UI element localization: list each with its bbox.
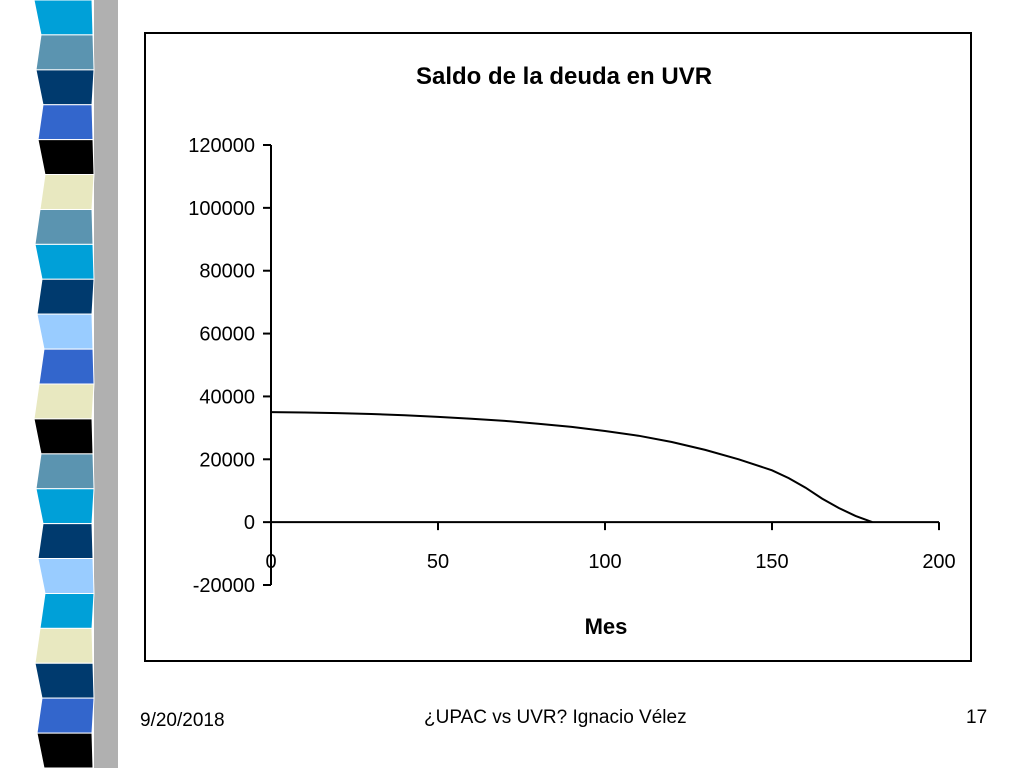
stripe-segment — [38, 348, 95, 385]
x-tick-label: 100 — [588, 551, 621, 573]
stripe-segment — [33, 0, 94, 36]
x-tick-label: 150 — [755, 551, 788, 573]
stripe-segment — [39, 592, 95, 629]
y-tick-label: 20000 — [199, 449, 255, 471]
x-axis-label: Mes — [585, 614, 628, 639]
stripe-segment — [35, 453, 95, 490]
stripe-segment — [33, 383, 95, 420]
stripe-segment — [37, 139, 95, 176]
stripe-segment — [34, 208, 94, 245]
stripe-segment — [35, 34, 95, 71]
stripe-segment — [34, 627, 94, 664]
y-tick-label: 0 — [244, 512, 255, 534]
series-line — [270, 411, 873, 524]
decorative-stripe-band — [33, 0, 118, 768]
stripe-segment — [34, 662, 95, 699]
footer-title: ¿UPAC vs UVR? Ignacio Vélez — [424, 707, 687, 728]
stripe-segment — [39, 174, 95, 210]
chart-frame: Saldo de la deuda en UVR Mes 120000 10000… — [144, 32, 972, 662]
stripe-segment — [36, 732, 94, 768]
footer-page-number: 17 — [966, 707, 988, 728]
y-tick-label: 120000 — [188, 135, 255, 157]
chart-title: Saldo de la deuda en UVR — [416, 63, 712, 90]
stripe-shadow — [94, 0, 118, 768]
stripe-segment — [36, 278, 95, 315]
stripe-segment — [37, 104, 94, 141]
stripe-segment — [34, 243, 95, 280]
stripe-segment — [35, 488, 95, 525]
stripe-segment — [37, 558, 95, 594]
line-chart: Saldo de la deuda en UVR Mes 12000010000… — [188, 63, 955, 639]
x-tick-label: 50 — [427, 551, 449, 573]
y-tick-label: 40000 — [199, 386, 255, 408]
y-tick-label: 80000 — [199, 261, 255, 283]
x-tick-label: 0 — [265, 551, 276, 573]
stripe-segment — [37, 523, 94, 560]
y-tick-label: 60000 — [199, 324, 255, 346]
x-tick-label: 200 — [922, 551, 955, 573]
stripe-segment — [35, 69, 95, 106]
y-tick-label: -20000 — [193, 575, 255, 597]
y-tick-label: 100000 — [188, 198, 255, 220]
stripe-segment — [36, 313, 94, 350]
footer-date: 9/20/2018 — [140, 710, 225, 731]
stripe-segment — [36, 697, 95, 734]
stripe-segment — [33, 418, 94, 455]
